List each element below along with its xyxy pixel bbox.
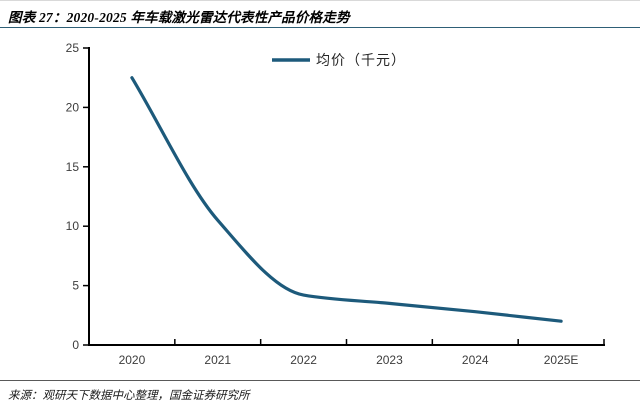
legend-label: 均价（千元）: [316, 52, 406, 68]
x-tick-label: 2022: [290, 353, 317, 367]
y-tick-label: 15: [66, 160, 80, 174]
figure-source: 来源：观研天下数据中心整理，国金证券研究所: [8, 390, 250, 402]
x-tick-label: 2024: [462, 353, 489, 367]
x-axis: 2020 2021 2022 2023 2024 2025E: [88, 339, 605, 367]
y-tick-label: 20: [66, 100, 80, 114]
y-axis: 0 5 10 15 20 25: [66, 41, 90, 352]
title-divider: [0, 27, 640, 28]
y-tick-label: 25: [66, 41, 80, 55]
y-tick-label: 10: [66, 219, 80, 233]
source-divider: [0, 380, 640, 381]
y-tick-label: 5: [72, 279, 79, 293]
x-tick-label: 2021: [204, 353, 231, 367]
price-line-series: [130, 76, 563, 323]
x-tick-label: 2020: [119, 353, 146, 367]
legend: 均价（千元）: [272, 52, 406, 68]
x-tick-label: 2023: [376, 353, 403, 367]
y-tick-label: 0: [72, 338, 79, 352]
x-tick-label: 2025E: [544, 353, 579, 367]
figure-title: 图表 27：2020-2025 年车载激光雷达代表性产品价格走势: [8, 10, 350, 25]
